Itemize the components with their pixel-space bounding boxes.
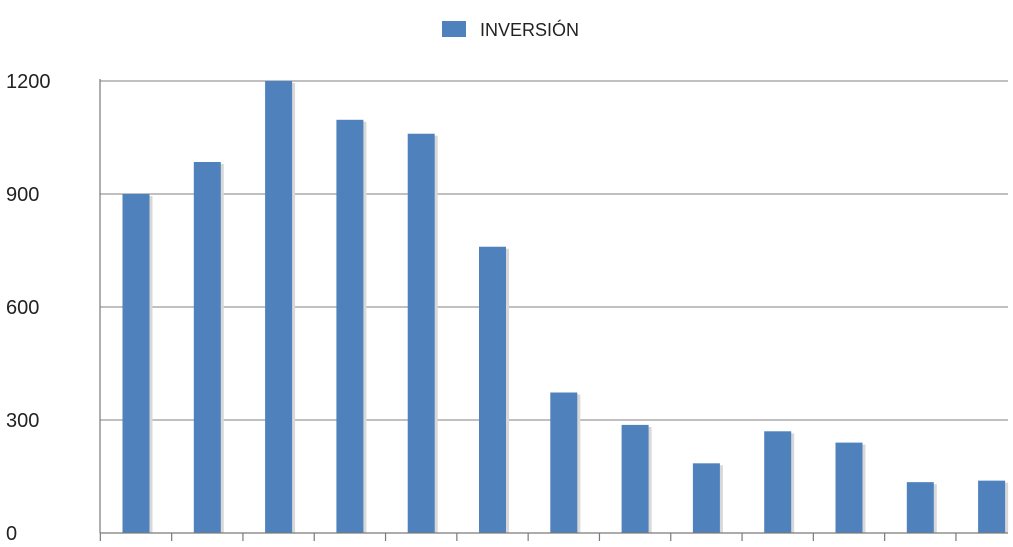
legend-label: INVERSIÓN — [480, 19, 579, 40]
axes — [99, 79, 1008, 541]
bar — [906, 482, 934, 533]
bar — [835, 442, 863, 533]
y-tick-label: 600 — [6, 297, 39, 319]
bar — [692, 463, 720, 533]
bar — [265, 81, 293, 533]
y-tick-label: 0 — [6, 523, 17, 542]
bar — [764, 431, 792, 533]
bar — [550, 392, 578, 533]
legend: INVERSIÓN — [442, 19, 579, 40]
bar — [122, 194, 150, 533]
y-tick-label: 300 — [6, 410, 39, 432]
legend-swatch — [442, 21, 466, 37]
bar — [978, 480, 1006, 533]
bar — [193, 161, 221, 533]
gridlines — [100, 80, 1008, 421]
bar — [479, 246, 506, 533]
bars — [122, 81, 1009, 534]
bar — [407, 133, 435, 533]
y-tick-label: 900 — [6, 184, 39, 206]
y-tick-label: 1200 — [6, 71, 51, 93]
bar — [621, 424, 649, 533]
y-tick-labels: 0 300 600 900 1200 — [6, 71, 51, 545]
bar — [336, 119, 364, 534]
